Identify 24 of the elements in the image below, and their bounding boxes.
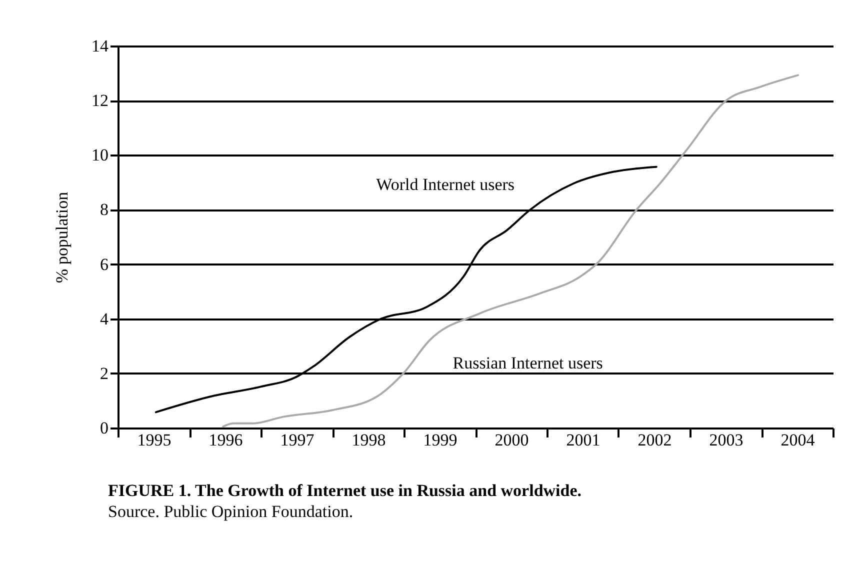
- text: FIGURE 1. The Growth of Internet use in Russia and worldwide.: [108, 481, 582, 500]
- x-tick-label: 1997: [280, 430, 315, 450]
- series-label: World Internet users: [376, 174, 515, 194]
- source-note: Source. Public Opinion Foundation.: [108, 502, 354, 521]
- x-tick-label: 1998: [352, 430, 386, 450]
- y-tick-label: 10: [92, 146, 108, 165]
- x-tick-label: 2002: [638, 430, 672, 450]
- y-tick-label: 0: [100, 418, 108, 438]
- x-tick-label: 2000: [494, 430, 529, 450]
- y-tick-label: 6: [100, 254, 108, 274]
- x-tick-label: 2003: [709, 430, 744, 450]
- line-series: [222, 74, 799, 428]
- y-axis-title: % population: [52, 191, 72, 284]
- x-tick-label: 1996: [208, 430, 243, 450]
- y-tick-label: 4: [100, 309, 109, 328]
- x-tick-label: 1999: [423, 430, 458, 450]
- x-tick-label: 2004: [780, 430, 816, 450]
- y-tick-label: 8: [100, 200, 108, 220]
- x-tick-label: 2001: [566, 430, 600, 450]
- y-tick-label: 12: [92, 91, 108, 110]
- series-label: Russian Internet users: [452, 353, 603, 372]
- x-tick-label: 1995: [137, 430, 172, 450]
- y-tick-label: 14: [92, 36, 109, 56]
- y-tick-label: 2: [100, 364, 108, 383]
